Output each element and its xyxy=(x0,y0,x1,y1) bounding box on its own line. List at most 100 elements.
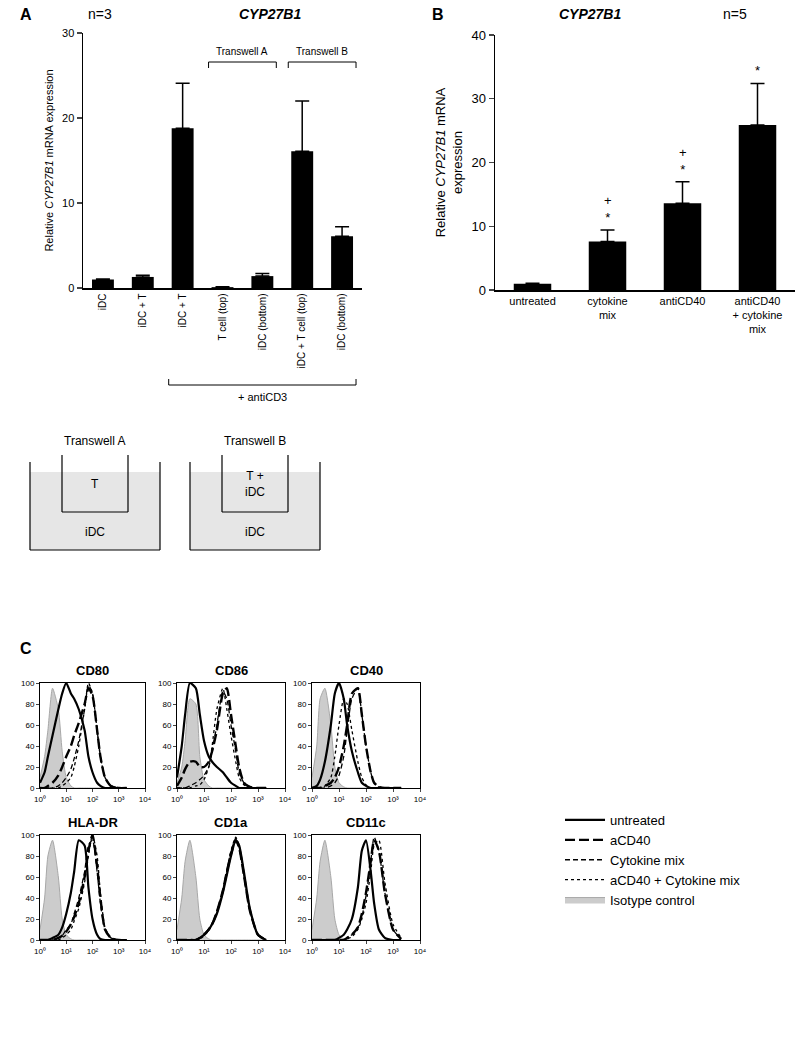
svg-text:iDC (bottom): iDC (bottom) xyxy=(257,294,268,351)
svg-text:untreated: untreated xyxy=(509,295,555,307)
svg-text:60: 60 xyxy=(162,873,171,882)
svg-text:10⁰: 10⁰ xyxy=(171,795,183,804)
svg-text:CD1a: CD1a xyxy=(214,815,248,830)
svg-text:10⁴: 10⁴ xyxy=(279,795,292,804)
svg-text:Transwell A: Transwell A xyxy=(216,46,268,57)
svg-text:100: 100 xyxy=(158,831,172,840)
svg-text:10³: 10³ xyxy=(252,947,264,956)
svg-text:100: 100 xyxy=(293,831,307,840)
svg-text:iDC + T: iDC + T xyxy=(177,294,188,328)
svg-text:10¹: 10¹ xyxy=(333,947,345,956)
svg-text:20: 20 xyxy=(162,915,171,924)
svg-text:10: 10 xyxy=(62,197,74,209)
svg-text:aCD40: aCD40 xyxy=(610,833,650,848)
svg-text:HLA-DR: HLA-DR xyxy=(68,815,118,830)
svg-text:10¹: 10¹ xyxy=(198,947,210,956)
svg-text:10¹: 10¹ xyxy=(198,795,210,804)
svg-text:40: 40 xyxy=(297,742,306,751)
svg-text:Transwell A: Transwell A xyxy=(64,434,126,448)
svg-text:iDC: iDC xyxy=(85,525,105,539)
svg-text:10³: 10³ xyxy=(252,795,264,804)
svg-text:10⁰: 10⁰ xyxy=(34,947,46,956)
svg-text:Transwell B: Transwell B xyxy=(224,434,286,448)
svg-text:iDC: iDC xyxy=(97,294,108,311)
svg-text:0: 0 xyxy=(30,936,35,945)
svg-text:80: 80 xyxy=(297,700,306,709)
svg-text:10¹: 10¹ xyxy=(60,795,72,804)
svg-text:iDC + T cell (top): iDC + T cell (top) xyxy=(296,294,307,369)
svg-text:100: 100 xyxy=(21,679,35,688)
svg-text:60: 60 xyxy=(297,721,306,730)
svg-text:10: 10 xyxy=(471,219,485,234)
svg-text:40: 40 xyxy=(25,742,34,751)
svg-text:C: C xyxy=(20,640,32,657)
svg-text:10²: 10² xyxy=(360,947,372,956)
svg-text:60: 60 xyxy=(297,873,306,882)
svg-text:30: 30 xyxy=(62,27,74,39)
svg-text:CD80: CD80 xyxy=(76,663,109,678)
svg-text:cytokinemix: cytokinemix xyxy=(587,295,627,321)
svg-text:10⁰: 10⁰ xyxy=(34,795,46,804)
svg-text:n=5: n=5 xyxy=(723,6,747,22)
svg-text:T: T xyxy=(91,477,99,491)
svg-text:0: 0 xyxy=(30,784,35,793)
svg-text:10⁴: 10⁴ xyxy=(414,947,427,956)
svg-text:T cell (top): T cell (top) xyxy=(217,294,228,341)
svg-text:B: B xyxy=(432,6,444,23)
svg-text:10³: 10³ xyxy=(387,947,399,956)
svg-text:0: 0 xyxy=(68,282,74,294)
svg-text:*: * xyxy=(755,63,760,78)
svg-text:20: 20 xyxy=(162,763,171,772)
svg-text:80: 80 xyxy=(25,700,34,709)
svg-text:antiCD40: antiCD40 xyxy=(660,295,706,307)
svg-text:Isotype control: Isotype control xyxy=(610,893,695,908)
svg-text:+*: +* xyxy=(679,145,687,177)
svg-text:80: 80 xyxy=(162,852,171,861)
svg-text:CD86: CD86 xyxy=(215,663,248,678)
svg-text:iDC + T: iDC + T xyxy=(137,294,148,328)
svg-text:10²: 10² xyxy=(87,947,99,956)
svg-text:20: 20 xyxy=(471,155,485,170)
svg-text:10²: 10² xyxy=(87,795,99,804)
svg-text:10⁰: 10⁰ xyxy=(306,795,318,804)
svg-text:10¹: 10¹ xyxy=(333,795,345,804)
svg-text:10¹: 10¹ xyxy=(60,947,72,956)
svg-text:CD11c: CD11c xyxy=(346,815,386,830)
svg-text:60: 60 xyxy=(25,873,34,882)
svg-text:10³: 10³ xyxy=(387,795,399,804)
svg-text:CD40: CD40 xyxy=(350,663,383,678)
svg-text:80: 80 xyxy=(25,852,34,861)
svg-text:10³: 10³ xyxy=(113,947,125,956)
svg-text:40: 40 xyxy=(297,894,306,903)
svg-text:10⁰: 10⁰ xyxy=(171,947,183,956)
svg-text:100: 100 xyxy=(21,831,35,840)
svg-text:60: 60 xyxy=(25,721,34,730)
svg-text:+ antiCD3: + antiCD3 xyxy=(238,391,287,403)
svg-text:iDC (bottom): iDC (bottom) xyxy=(336,294,347,351)
svg-text:10²: 10² xyxy=(360,795,372,804)
svg-text:30: 30 xyxy=(471,91,485,106)
svg-text:20: 20 xyxy=(297,915,306,924)
svg-text:iDC: iDC xyxy=(245,525,265,539)
svg-text:n=3: n=3 xyxy=(88,6,112,22)
svg-text:10³: 10³ xyxy=(113,795,125,804)
svg-text:20: 20 xyxy=(62,112,74,124)
svg-text:+*: +* xyxy=(604,193,612,225)
svg-text:10⁴: 10⁴ xyxy=(139,795,152,804)
svg-text:40: 40 xyxy=(162,742,171,751)
svg-text:0: 0 xyxy=(479,283,486,298)
svg-text:Relative CYP27B1 mRNA expressi: Relative CYP27B1 mRNA expression xyxy=(43,69,55,251)
svg-text:80: 80 xyxy=(297,852,306,861)
svg-text:10²: 10² xyxy=(225,795,237,804)
svg-text:antiCD40+ cytokinemix: antiCD40+ cytokinemix xyxy=(733,295,783,336)
svg-text:CYP27B1: CYP27B1 xyxy=(239,6,301,22)
svg-text:10⁴: 10⁴ xyxy=(414,795,427,804)
svg-text:aCD40 + Cytokine mix: aCD40 + Cytokine mix xyxy=(610,873,740,888)
svg-text:10⁴: 10⁴ xyxy=(279,947,292,956)
svg-text:0: 0 xyxy=(167,784,172,793)
svg-text:untreated: untreated xyxy=(610,813,665,828)
svg-text:0: 0 xyxy=(302,784,307,793)
svg-text:40: 40 xyxy=(162,894,171,903)
svg-text:10⁴: 10⁴ xyxy=(139,947,152,956)
svg-text:20: 20 xyxy=(297,763,306,772)
